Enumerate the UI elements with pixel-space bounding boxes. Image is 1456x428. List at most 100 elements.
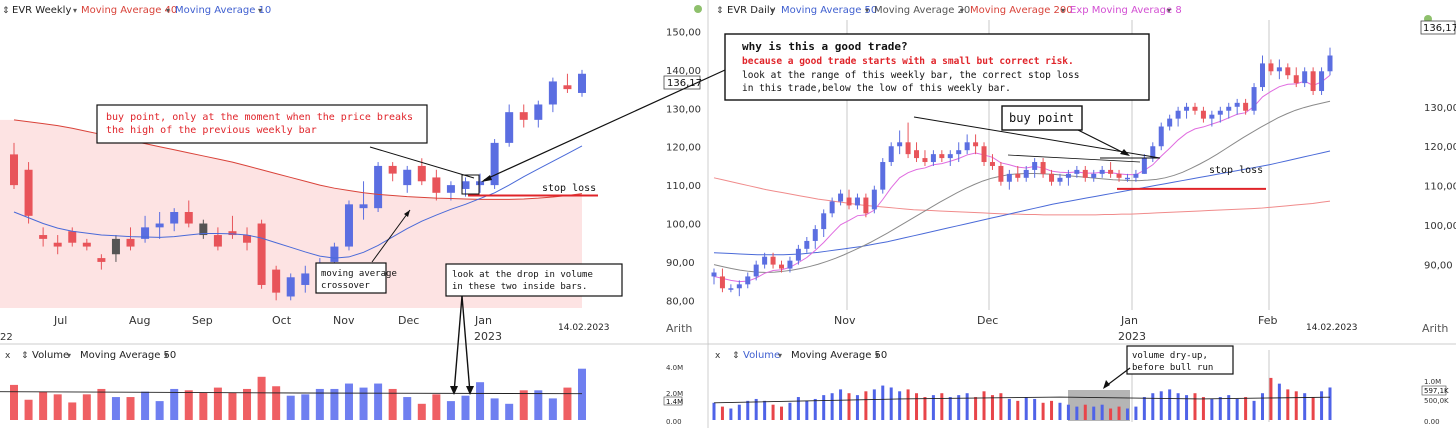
candle-body [947,154,953,159]
scale-label[interactable]: Arith [666,322,692,335]
volume-label[interactable]: Volume [743,350,780,361]
volume-bar [1168,389,1172,420]
volume-bar [1109,408,1113,420]
ma50-label[interactable]: Moving Average 50 [781,5,877,16]
candle-body [736,284,742,289]
candle-body [1116,173,1122,178]
candle-body [1302,71,1308,84]
candle-body [228,231,237,236]
candle-body [578,73,586,93]
month-label: Feb [1258,314,1277,327]
volume-bar [1176,393,1180,420]
volume-ma-label[interactable]: Moving Average 50 [791,350,887,361]
volume-label[interactable]: Volume [32,350,69,361]
volume-bar [68,402,77,420]
dropdown-icon[interactable]: ▾ [67,351,71,360]
ma40-label[interactable]: Moving Average 40 [81,5,177,16]
candle-body [964,142,970,151]
candle-body [1243,102,1249,111]
candle-body [745,276,751,285]
candle-body [863,197,869,214]
volume-tick: 0.00 [1424,418,1440,426]
weekly-symbol-marker[interactable]: ⇕ [2,6,10,16]
volume-bar [754,398,758,420]
candle-body [403,169,412,186]
volume-bar [830,393,834,420]
volume-bar [126,397,135,420]
settings-icon[interactable] [694,5,702,13]
volume-bar [864,391,868,420]
month-label: Oct [272,314,292,327]
dropdown-icon[interactable]: ▾ [258,6,262,15]
ma200-label[interactable]: Moving Average 200 [970,5,1073,16]
volume-bar [1320,391,1324,420]
candle-body [344,204,353,247]
dropdown-icon[interactable]: ▾ [778,351,782,360]
candle-body [905,142,911,155]
candle-body [199,223,208,236]
volume-bar [805,400,809,420]
candle-body [1015,173,1021,178]
ma10-label[interactable]: Moving Average 10 [175,5,271,16]
candle-body [1319,71,1325,92]
weekly-volume-ma [0,391,583,395]
volume-marker[interactable]: ⇕ [732,351,740,361]
volume-bar [1075,406,1079,420]
volume-bar [1311,397,1315,420]
candle-body [301,273,310,285]
daily-price-axis: 90,00 100,00 110,00 120,00 130,00 [1424,103,1456,272]
dropdown-icon[interactable]: ▾ [875,351,879,360]
volume-bar [344,383,353,420]
candle-body [53,242,62,247]
daily-symbol-marker[interactable]: ⇕ [716,6,724,16]
volume-bar [578,368,586,420]
ma200-line [713,177,1331,216]
candle-body [711,272,717,277]
scale-label[interactable]: Arith [1422,322,1448,335]
dropdown-icon[interactable]: ▾ [771,6,775,15]
volume-marker[interactable]: ⇕ [21,351,29,361]
candle-body [1268,63,1274,72]
candle-body [1023,169,1029,178]
candle-body [989,162,995,166]
dropdown-icon[interactable]: ▾ [960,6,964,15]
candle-body [1133,173,1139,178]
dropdown-icon[interactable]: ▾ [1061,6,1065,15]
volume-bar [563,387,572,420]
date-label: 14.02.2023 [1306,323,1358,333]
candle-body [1082,169,1088,178]
daily-symbol-label[interactable]: EVR Daily [727,5,776,16]
volume-bar [97,388,106,420]
volume-tick: 2.0M [666,390,683,398]
month-label: Aug [129,314,150,327]
dropdown-icon[interactable]: ▾ [164,351,168,360]
candle-body [1293,75,1299,84]
candle-body [998,165,1004,182]
volume-bar [923,397,927,420]
dropdown-icon[interactable]: ▾ [865,6,869,15]
volume-bar [272,386,281,420]
volume-ma-label[interactable]: Moving Average 50 [80,350,176,361]
candle-body [111,238,120,255]
volume-bar [286,395,295,420]
volume-bar [780,406,784,420]
candle-body [829,201,835,214]
volume-bar [184,390,193,420]
weekly-time-axis: Jul Aug Sep Oct Nov Dec Jan 2023 22 14.0… [0,314,610,343]
ma20-label[interactable]: Moving Average 20 [874,5,970,16]
volume-bar [1328,387,1332,420]
weekly-volume-bars [10,368,586,420]
volume-bar [889,387,893,420]
weekly-symbol-label[interactable]: EVR Weekly [12,5,71,16]
dropdown-icon[interactable]: ▾ [1167,6,1171,15]
ema8-label[interactable]: Exp Moving Average 8 [1070,5,1182,16]
candle-body [1167,118,1173,127]
dropdown-icon[interactable]: ▾ [73,6,77,15]
close-icon[interactable]: x [5,351,11,361]
dropdown-icon[interactable]: ▾ [166,6,170,15]
volume-bar [990,395,994,420]
close-icon[interactable]: x [715,351,721,361]
candle-body [838,193,844,202]
volume-bar [729,408,733,420]
candle-body [1124,177,1130,180]
